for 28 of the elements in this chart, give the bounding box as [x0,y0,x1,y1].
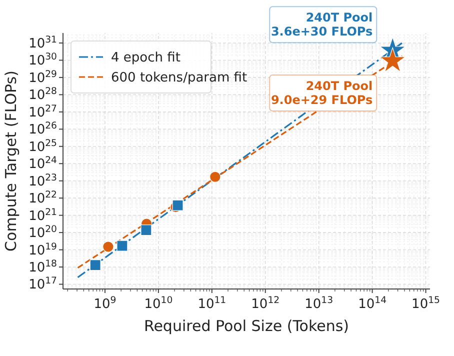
annotation: 240T Pool 9.0e+29 FLOPs [270,79,373,108]
y-tick-label: 10$^{19}$ [28,240,58,258]
x-tick-label: 10$^{15}$ [412,294,440,312]
y-tick-label: 10$^{22}$ [28,189,58,207]
x-tick-label: 10$^{12}$ [251,294,280,312]
y-tick-label: 10$^{23}$ [28,172,58,190]
x-tick-label: 10$^{10}$ [144,294,173,312]
x-axis-title: Required Pool Size (Tokens) [144,317,350,335]
y-tick-label: 10$^{27}$ [28,102,58,120]
legend-label: 600 tokens/param fit [111,70,248,86]
y-tick-label: 10$^{29}$ [28,68,58,86]
annotation: 240T Pool 3.6e+30 FLOPs [270,10,373,39]
y-tick-label: 10$^{18}$ [28,258,58,276]
y-tick-label: 10$^{28}$ [28,86,58,104]
legend-label: 4 epoch fit [111,50,180,66]
x-tick-label: 10$^{9}$ [94,294,116,312]
y-tick-label: 10$^{20}$ [28,224,58,242]
x-tick-label: 10$^{14}$ [358,294,387,312]
y-tick-label: 10$^{21}$ [28,206,58,224]
x-tick-label: 10$^{13}$ [304,294,334,312]
x-tick-label: 10$^{11}$ [198,294,226,312]
y-tick-label: 10$^{24}$ [28,154,58,172]
y-tick-label: 10$^{17}$ [28,275,58,293]
y-axis-title: Compute Target (FLOPs) [2,70,20,252]
y-tick-label: 10$^{25}$ [28,137,58,155]
y-tick-label: 10$^{31}$ [28,34,58,52]
y-tick-label: 10$^{26}$ [28,120,58,138]
y-tick-label: 10$^{30}$ [28,51,58,69]
